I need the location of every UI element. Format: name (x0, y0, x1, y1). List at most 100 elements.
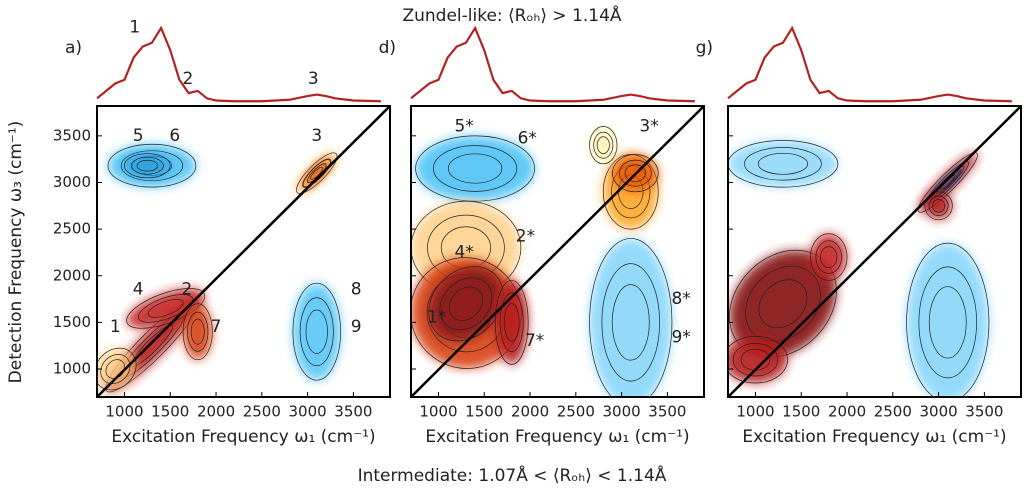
intensity-blob (97, 348, 137, 390)
peak-annotation: 8 (351, 280, 362, 300)
peak-annotation: 4* (454, 242, 473, 262)
peak-annotation: 6* (518, 129, 537, 149)
intensity-blob (126, 288, 205, 329)
intensity-blob (303, 159, 331, 187)
spectrum-line (96, 25, 381, 103)
y-tick-label: 3000 (53, 173, 91, 191)
contour-line (503, 303, 520, 342)
plot-area (97, 106, 390, 397)
contour-line (601, 263, 660, 382)
x-tick-label: 2500 (557, 403, 595, 421)
peak-annotation: 1 (110, 317, 121, 337)
contour-line (100, 354, 131, 384)
x-tick-label: 2500 (874, 403, 912, 421)
x-tick-label: 1000 (105, 403, 143, 421)
plot-frame (410, 105, 705, 398)
x-tick-label: 3000 (289, 403, 327, 421)
diagonal (411, 106, 704, 397)
contour-line (906, 242, 990, 397)
peak-annotation: 9* (671, 327, 690, 347)
peak-annotation: 2 (181, 280, 192, 300)
x-tick-label: 3000 (920, 403, 958, 421)
plot-frame (96, 105, 391, 398)
contour-line (499, 292, 524, 353)
contour-line (130, 156, 164, 175)
contour-line (820, 246, 838, 268)
contour-line (744, 147, 822, 181)
peak-annotation: 3 (311, 126, 322, 146)
contour-line (302, 159, 331, 188)
peak-annotation: 2* (516, 227, 535, 247)
contour-line (137, 294, 194, 323)
contour-line (190, 318, 205, 345)
intensity-blob (906, 243, 989, 397)
x-tick-label: 3500 (648, 403, 686, 421)
diagonal (97, 106, 390, 397)
figure-footer: Intermediate: 1.07Å < ⟨Rₒₕ⟩ < 1.14Å (358, 464, 667, 486)
contour-line (758, 279, 808, 329)
contour-line (917, 152, 978, 213)
contour-line (147, 299, 184, 318)
x-tick-label: 1000 (736, 403, 774, 421)
contour-line (757, 152, 809, 175)
contour-line (310, 166, 324, 180)
plot-area (728, 106, 1021, 397)
contour-line (624, 164, 646, 182)
contour-line (932, 199, 946, 213)
spectrum-peak-label: 2 (182, 69, 193, 89)
x-tick-label: 2000 (511, 403, 549, 421)
contour-line (292, 282, 341, 381)
contour-line (728, 336, 788, 384)
peak-annotation: 1* (427, 308, 446, 328)
intensity-blob (589, 238, 672, 397)
y-axis-label: Detection Frequency ω₃ (cm⁻¹) (6, 121, 26, 384)
x-tick-label: 3500 (965, 403, 1003, 421)
plot-area (411, 106, 704, 397)
contour-line (107, 143, 197, 188)
x-tick-label: 1500 (151, 403, 189, 421)
contour-line (296, 152, 338, 194)
y-tick-label: 1000 (53, 360, 91, 378)
contour-line (918, 266, 977, 379)
contour-line (928, 195, 949, 216)
peak-annotation: 4 (133, 280, 144, 300)
contour-line (448, 286, 484, 321)
contour-line (305, 309, 328, 354)
contour-line (447, 153, 503, 184)
intensity-blob (931, 166, 965, 199)
x-tick-label: 1500 (782, 403, 820, 421)
contour-line (182, 303, 213, 361)
peak-annotation: 7* (525, 331, 544, 351)
x-tick-label: 2000 (828, 403, 866, 421)
peak-annotation: 8* (671, 289, 690, 309)
y-tick-label: 2500 (53, 220, 91, 238)
contour-line (815, 240, 842, 274)
peak-annotation: 5 (133, 126, 144, 146)
peak-annotation: 6 (169, 126, 180, 146)
x-tick-label: 2000 (197, 403, 235, 421)
figure-title: Zundel-like: ⟨Rₒₕ⟩ > 1.14Å (402, 4, 621, 26)
contour-line (589, 126, 618, 165)
x-tick-label: 3500 (334, 403, 372, 421)
contour-line (97, 347, 137, 391)
contour-line (136, 159, 159, 172)
spectrum-peak-label: 3 (308, 69, 319, 89)
contour-line (928, 286, 967, 359)
diagonal (728, 106, 1021, 397)
contour-line (745, 265, 821, 342)
contour-line (415, 135, 535, 202)
x-tick-label: 2500 (243, 403, 281, 421)
x-axis-label: Excitation Frequency ω₁ (cm⁻¹) (111, 427, 375, 447)
peak-annotation: 9 (351, 317, 362, 337)
contour-line (433, 145, 518, 192)
panel-label: g) (696, 38, 713, 58)
contour-line (428, 266, 504, 342)
contour-line (593, 131, 614, 159)
peak-annotation: 5* (454, 117, 473, 137)
y-tick-label: 2000 (53, 266, 91, 284)
contour-line (612, 154, 659, 193)
intensity-blob (729, 250, 837, 358)
contour-line (596, 136, 610, 154)
contour-line (732, 343, 779, 377)
